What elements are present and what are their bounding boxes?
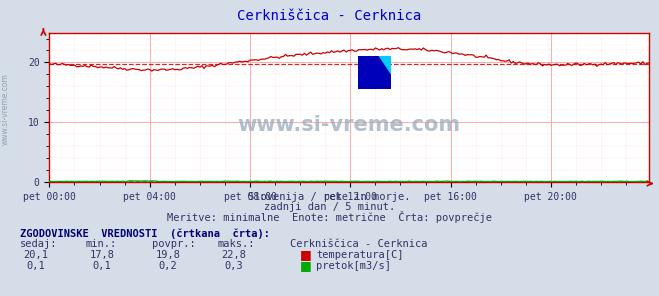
Text: 19,8: 19,8 [156,250,181,260]
Text: sedaj:: sedaj: [20,239,57,249]
Text: povpr.:: povpr.: [152,239,195,249]
Text: ■: ■ [300,248,312,261]
Text: pretok[m3/s]: pretok[m3/s] [316,261,391,271]
Text: ZGODOVINSKE  VREDNOSTI  (črtkana  črta):: ZGODOVINSKE VREDNOSTI (črtkana črta): [20,228,270,239]
Text: www.si-vreme.com: www.si-vreme.com [238,115,461,135]
Text: 0,3: 0,3 [225,261,243,271]
Text: Cerkniščica - Cerknica: Cerkniščica - Cerknica [290,239,428,249]
Text: Slovenija / reke in morje.: Slovenija / reke in morje. [248,192,411,202]
Text: min.:: min.: [86,239,117,249]
Text: maks.:: maks.: [217,239,255,249]
Text: www.si-vreme.com: www.si-vreme.com [1,74,10,145]
Text: temperatura[C]: temperatura[C] [316,250,404,260]
Text: Meritve: minimalne  Enote: metrične  Črta: povprečje: Meritve: minimalne Enote: metrične Črta:… [167,210,492,223]
Text: zadnji dan / 5 minut.: zadnji dan / 5 minut. [264,202,395,212]
Text: 0,2: 0,2 [159,261,177,271]
Text: 0,1: 0,1 [93,261,111,271]
Text: 22,8: 22,8 [221,250,246,260]
Text: Cerkniščica - Cerknica: Cerkniščica - Cerknica [237,9,422,23]
Text: ■: ■ [300,259,312,272]
Text: 20,1: 20,1 [24,250,49,260]
Text: 17,8: 17,8 [90,250,115,260]
Text: 0,1: 0,1 [27,261,45,271]
